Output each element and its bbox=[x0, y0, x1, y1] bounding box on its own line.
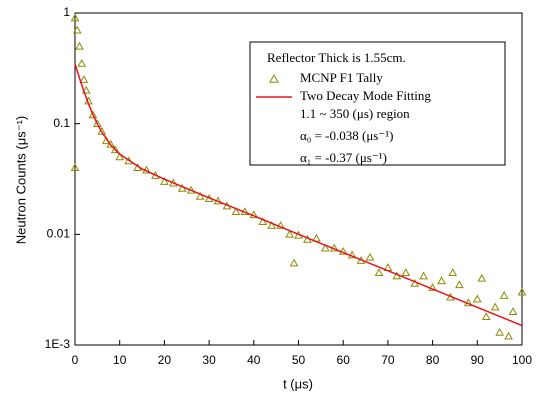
data-point bbox=[289, 258, 299, 267]
y-axis-label: Neutron Counts (μs⁻¹) bbox=[13, 116, 28, 245]
x-tick-label: 10 bbox=[113, 353, 127, 367]
data-point bbox=[70, 163, 80, 172]
data-point bbox=[72, 25, 82, 34]
data-point bbox=[77, 58, 87, 67]
data-point bbox=[267, 221, 277, 229]
x-tick-label: 60 bbox=[337, 353, 351, 367]
data-point bbox=[79, 75, 89, 83]
legend-title: Reflector Thick is 1.55cm. bbox=[267, 50, 406, 65]
data-point bbox=[160, 177, 169, 185]
annotation: 1.1 ~ 350 (μs) region bbox=[300, 106, 410, 121]
data-point bbox=[320, 243, 330, 252]
legend-box bbox=[249, 41, 506, 166]
x-tick-label: 70 bbox=[381, 353, 395, 367]
x-tick-label: 100 bbox=[512, 353, 532, 367]
data-point bbox=[374, 268, 384, 277]
data-point bbox=[258, 217, 268, 226]
data-point bbox=[428, 283, 437, 291]
data-point bbox=[110, 145, 120, 154]
x-tick-label: 40 bbox=[247, 353, 261, 367]
data-point bbox=[276, 221, 285, 229]
x-tick-label: 90 bbox=[471, 353, 485, 367]
data-point bbox=[490, 302, 500, 311]
data-point bbox=[477, 273, 487, 282]
data-point bbox=[231, 207, 241, 216]
annotation: α₀ = -0.038 (μs⁻¹) bbox=[300, 128, 393, 143]
x-tick-label: 50 bbox=[292, 353, 306, 367]
y-tick-label: 1E-3 bbox=[45, 337, 71, 351]
data-point bbox=[88, 110, 98, 119]
data-point bbox=[75, 41, 84, 50]
data-point bbox=[97, 126, 107, 135]
y-tick-label: 0.1 bbox=[53, 116, 70, 130]
data-point bbox=[285, 229, 294, 238]
x-tick-label: 20 bbox=[158, 353, 172, 367]
x-tick-label: 0 bbox=[72, 353, 79, 367]
data-point bbox=[70, 13, 80, 22]
data-point bbox=[419, 271, 429, 280]
data-point bbox=[472, 294, 482, 303]
data-point bbox=[455, 280, 464, 289]
legend-label: MCNP F1 Tally bbox=[300, 70, 383, 85]
data-point bbox=[481, 312, 491, 321]
data-point bbox=[195, 191, 205, 200]
data-point bbox=[504, 331, 513, 340]
data-point bbox=[106, 139, 116, 148]
data-point bbox=[81, 85, 91, 94]
x-axis-label: t (μs) bbox=[283, 376, 313, 391]
x-tick-label: 30 bbox=[202, 353, 216, 367]
data-point bbox=[401, 268, 411, 277]
data-point bbox=[495, 327, 504, 336]
fit-line bbox=[74, 63, 523, 327]
data-point bbox=[499, 290, 509, 299]
y-tick-label: 1 bbox=[63, 5, 70, 19]
annotation: α₁ = -0.37 (μs⁻¹) bbox=[300, 150, 387, 165]
x-tick-label: 80 bbox=[426, 353, 440, 367]
data-point bbox=[115, 152, 125, 161]
legend-swatch bbox=[269, 73, 279, 83]
data-point bbox=[437, 276, 446, 285]
data-point bbox=[448, 268, 458, 277]
data-point bbox=[365, 252, 375, 261]
y-tick-label: 0.01 bbox=[47, 227, 71, 241]
data-point bbox=[517, 287, 527, 296]
legend-label: Two Decay Mode Fitting bbox=[300, 88, 431, 103]
data-point bbox=[508, 307, 518, 315]
data-point bbox=[93, 119, 102, 127]
